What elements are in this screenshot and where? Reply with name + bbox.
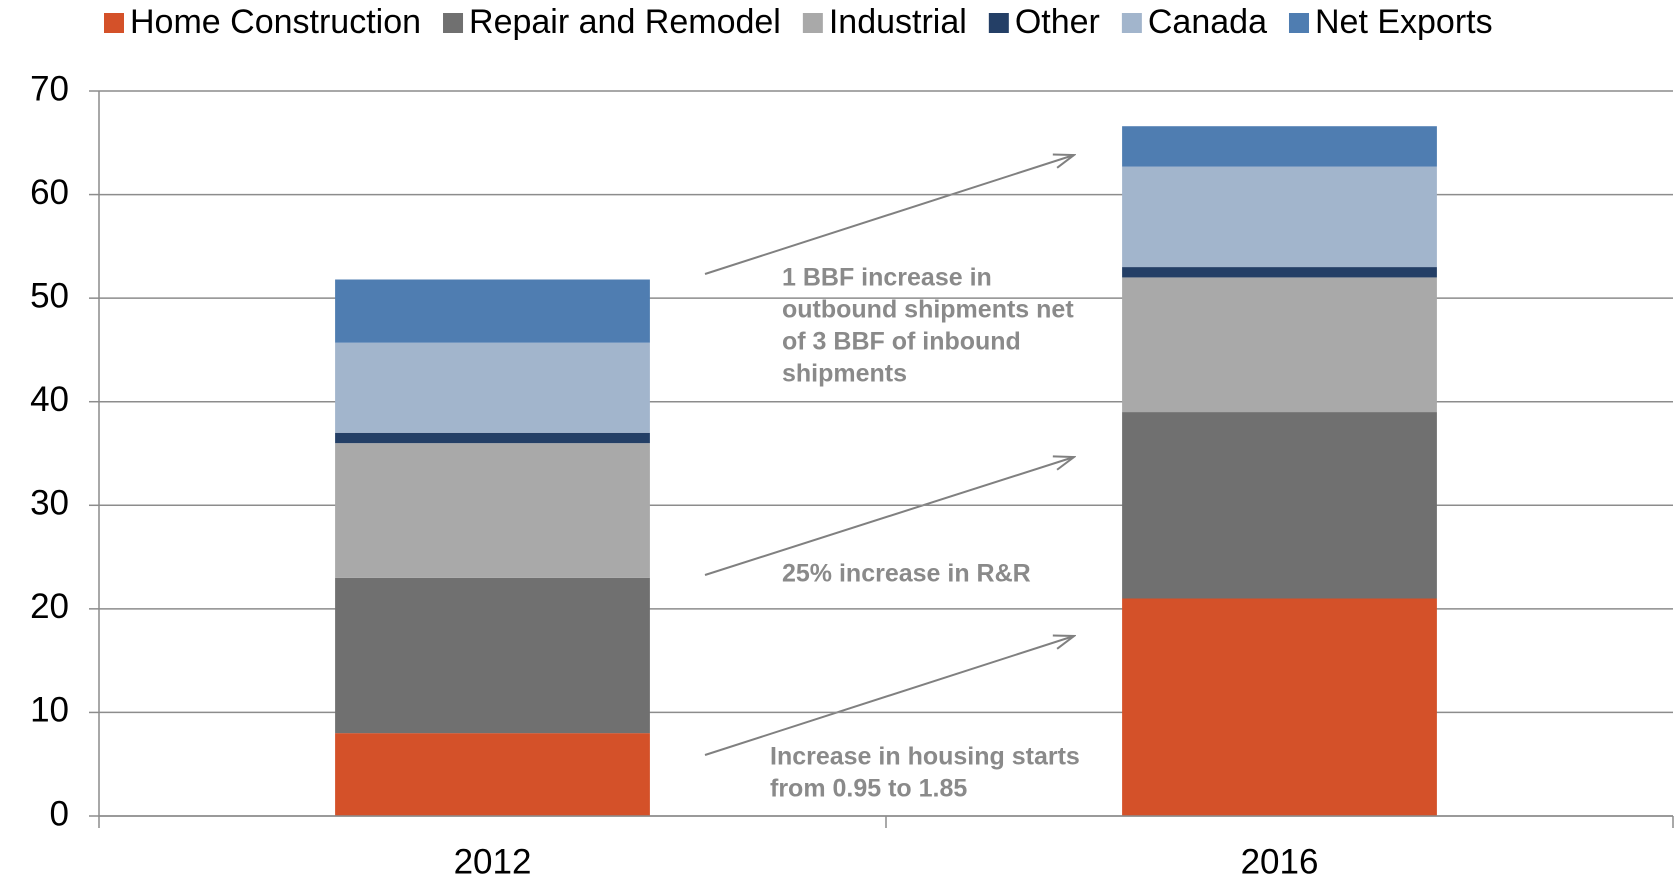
legend-swatch <box>104 13 124 33</box>
annotation: outbound shipments net <box>782 296 1074 324</box>
bar-segment <box>1122 598 1437 816</box>
y-tick-label: 30 <box>30 484 69 523</box>
legend-swatch <box>1288 13 1309 33</box>
annotation: 25% increase in R&R <box>782 560 1031 588</box>
annotation-arrows <box>704 155 1074 756</box>
legend-swatch <box>1121 13 1142 33</box>
y-tick-label: 50 <box>30 276 69 315</box>
arrow <box>704 155 1074 275</box>
legend-label: Industrial <box>829 3 967 41</box>
legend-label: Repair and Remodel <box>469 3 781 41</box>
legend-label: Canada <box>1148 3 1267 41</box>
arrow <box>704 457 1074 576</box>
bar-segment <box>335 279 650 343</box>
legend-label: Net Exports <box>1315 3 1493 41</box>
annotation: 1 BBF increase in <box>782 264 992 292</box>
annotation: from 0.95 to 1.85 <box>770 775 967 803</box>
bar-segment <box>1122 412 1437 599</box>
y-tick-label: 40 <box>30 380 69 419</box>
y-tick-label: 60 <box>30 173 69 212</box>
annotation: of 3 BBF of inbound <box>782 328 1021 356</box>
y-tick-label: 70 <box>30 69 69 108</box>
y-tick-label: 20 <box>30 587 69 626</box>
annotation: Increase in housing starts <box>770 743 1080 771</box>
y-tick-label: 0 <box>50 794 69 833</box>
x-tick-label: 2016 <box>1241 842 1319 881</box>
bar-segment <box>335 577 650 734</box>
legend-label: Home Construction <box>130 3 421 41</box>
legend-swatch <box>802 13 823 33</box>
annotation: shipments <box>782 360 907 388</box>
bar-segment <box>335 443 650 578</box>
x-tick-label: 2012 <box>454 842 532 881</box>
bar-segment <box>335 432 650 444</box>
y-tick-label: 10 <box>30 691 69 730</box>
bar-segment <box>1122 166 1437 268</box>
legend-swatch <box>443 13 464 33</box>
legend-swatch <box>988 13 1009 33</box>
arrow <box>704 636 1074 756</box>
bar-segment <box>1122 277 1437 413</box>
bar-segment <box>1122 267 1437 278</box>
bar-segment <box>335 733 650 816</box>
bar-segment <box>1122 126 1437 167</box>
legend-label: Other <box>1015 3 1100 41</box>
bar-segment <box>335 342 650 433</box>
